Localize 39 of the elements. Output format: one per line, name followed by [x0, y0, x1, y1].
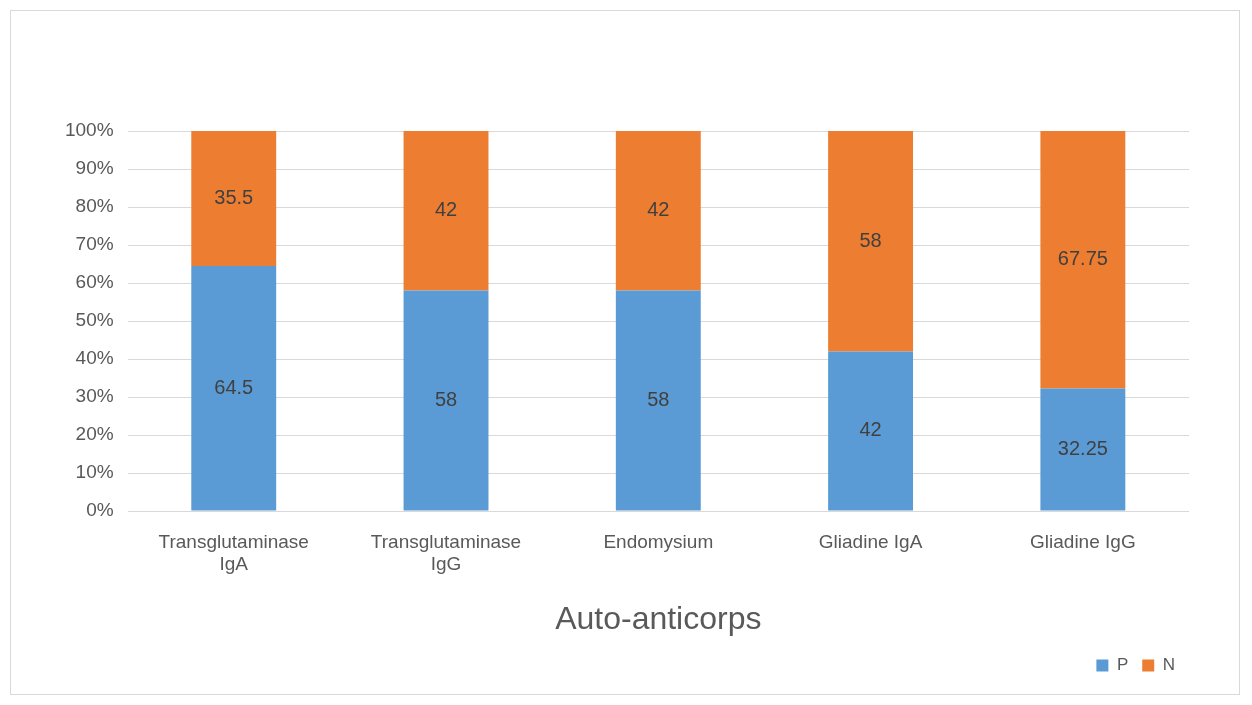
y-tick-label: 40%: [75, 347, 114, 369]
bar: [828, 351, 914, 511]
y-tick-label: 80%: [75, 195, 114, 217]
x-tick-label: Gliadine IgG: [1030, 530, 1136, 552]
y-tick-label: 50%: [75, 309, 114, 331]
data-label: 42: [434, 198, 458, 221]
data-label: 35.5: [214, 185, 254, 208]
data-label: 58: [859, 228, 882, 251]
bar: [191, 265, 277, 511]
y-tick-label: 20%: [75, 423, 114, 445]
x-tick-label: Endomysium: [603, 530, 714, 552]
bar: [1040, 131, 1126, 389]
bar: [403, 131, 489, 291]
data-label: 32.25: [1057, 436, 1108, 459]
x-axis-title: Auto-anticorps: [555, 599, 762, 636]
data-label: 42: [859, 418, 882, 441]
bar: [615, 290, 701, 511]
data-label: 67.75: [1057, 247, 1108, 270]
x-tick-label: Transglutaminase IgG: [370, 530, 522, 575]
bar: [403, 290, 489, 511]
legend-label: N: [1162, 655, 1175, 675]
data-label: 42: [647, 198, 670, 221]
bar: [828, 131, 914, 352]
y-tick-label: 10%: [75, 461, 114, 483]
y-tick-label: 70%: [75, 233, 114, 255]
legend-label: P: [1116, 655, 1129, 675]
data-label: 64.5: [214, 375, 254, 398]
bar: [615, 131, 701, 291]
x-tick-label: Gliadine IgA: [818, 530, 923, 552]
y-tick-label: 0%: [86, 499, 114, 521]
y-tick-label: 30%: [75, 385, 114, 407]
y-tick-label: 90%: [75, 157, 114, 179]
y-tick-label: 100%: [64, 119, 114, 141]
bar: [191, 131, 277, 266]
x-tick-label: Transglutaminase IgA: [158, 530, 309, 575]
bar: [1040, 388, 1126, 511]
data-label: 58: [647, 388, 670, 411]
data-label: 58: [434, 388, 458, 411]
y-tick-label: 60%: [75, 271, 114, 293]
